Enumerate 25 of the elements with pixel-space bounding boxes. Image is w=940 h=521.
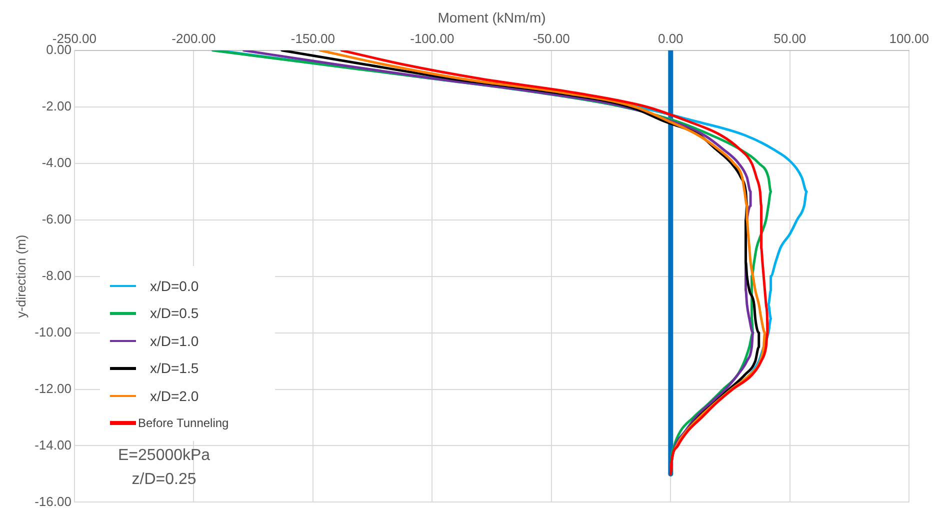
y-tick-label: -2.00 [42,98,72,114]
y-axis-title: y-direction (m) [13,234,28,318]
legend-label: x/D=0.0 [150,278,199,294]
x-tick-label: -100.00 [410,31,454,46]
legend-label: Before Tunneling [138,416,229,430]
y-tick-label: -10.00 [34,324,72,340]
x-tick-label: -50.00 [532,31,570,46]
y-tick-label: -8.00 [42,268,72,283]
x-tick-label: 50.00 [774,31,806,46]
x-tick-label: -150.00 [290,31,335,46]
y-tick-label: -14.00 [34,437,72,452]
legend-label: x/D=1.0 [150,332,199,349]
legend-label: x/D=1.5 [150,360,199,376]
y-tick-label: -4.00 [42,154,72,170]
y-tick-label: -16.00 [34,494,72,509]
legend-label: x/D=2.0 [150,388,199,404]
x-axis-title: Moment (kNm/m) [438,9,546,26]
legend-label: x/D=0.5 [150,305,199,322]
x-tick-label: -200.00 [172,31,216,46]
x-tick-label: 0.00 [658,31,684,46]
annotation: z/D=0.25 [130,470,198,490]
x-tick-label: 100.00 [889,31,929,46]
y-tick-label: -12.00 [34,380,72,396]
y-tick-label: -6.00 [42,211,72,226]
annotation: E=25000kPa [118,446,210,466]
